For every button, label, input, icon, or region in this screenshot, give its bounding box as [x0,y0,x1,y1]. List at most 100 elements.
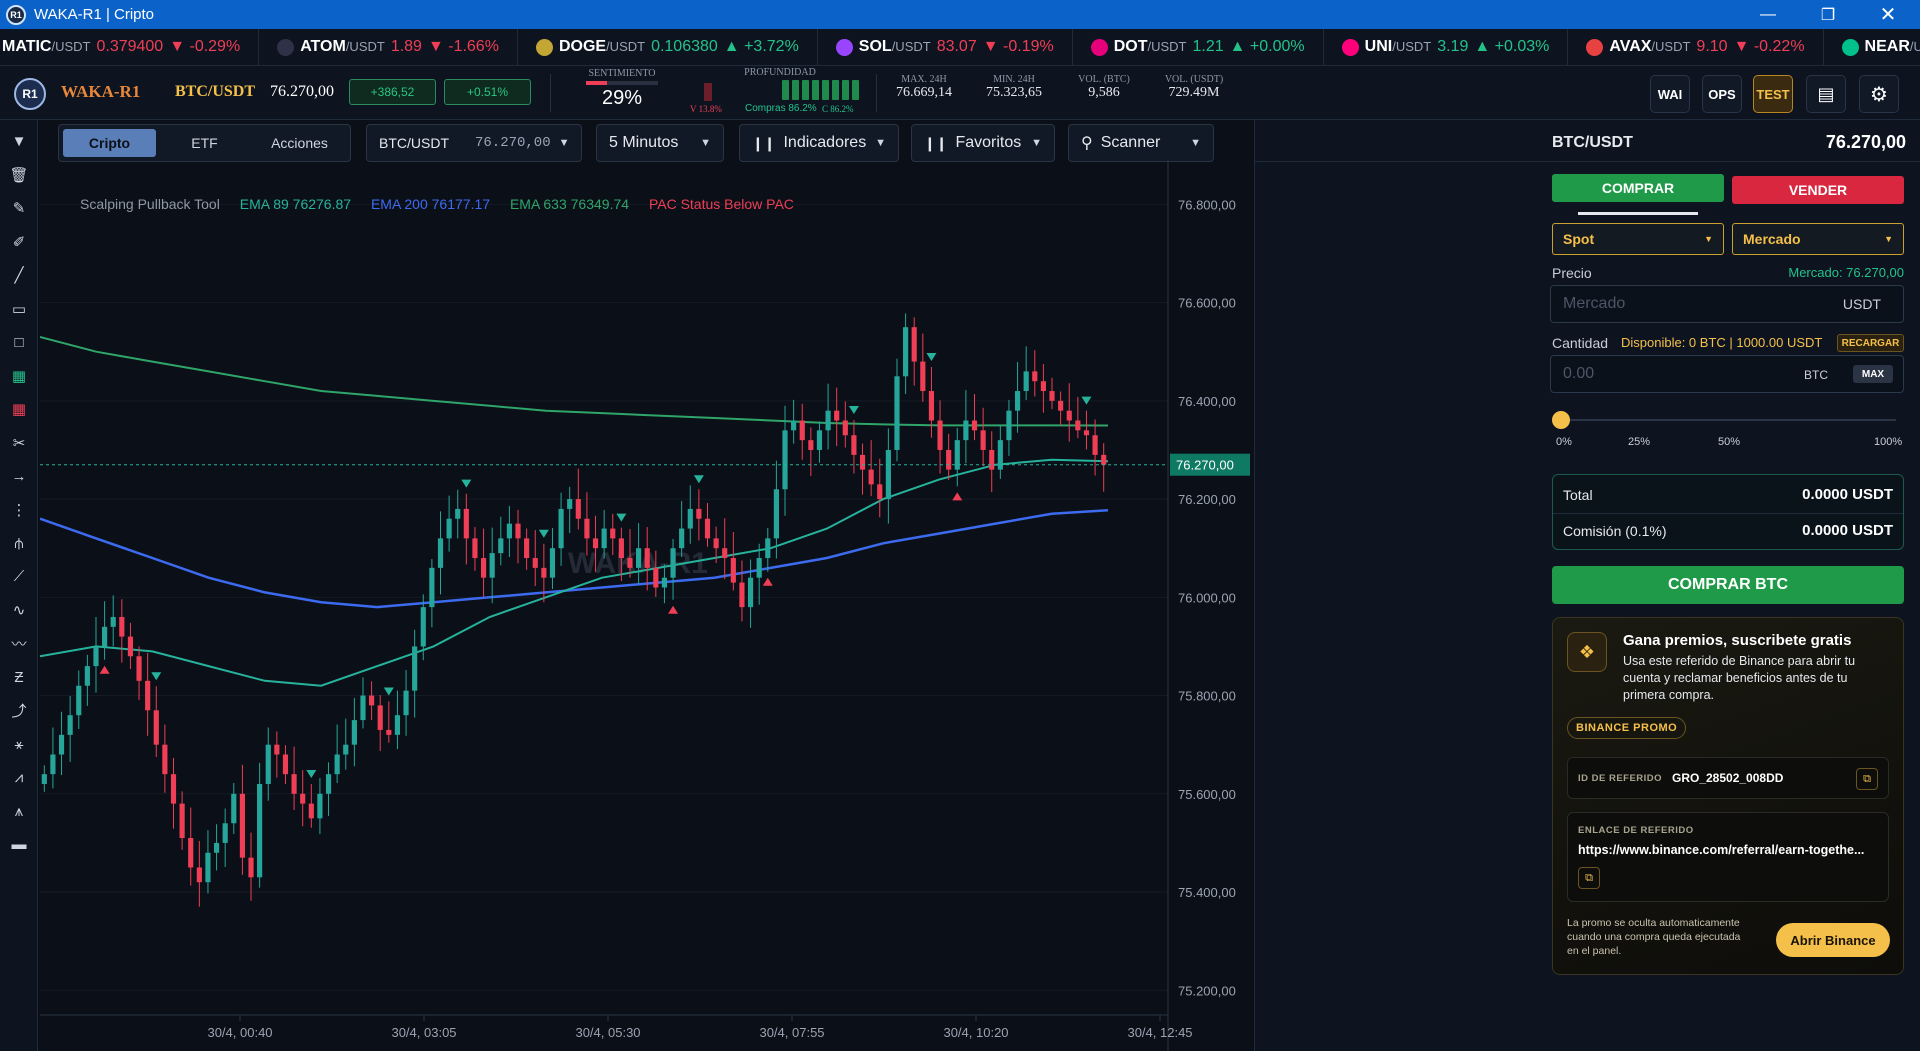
ticker-item[interactable]: AVAX/USDT 9.10 ▼ -0.22% [1568,29,1824,65]
favorites-select[interactable]: ❙❙ Favoritos ▼ [911,124,1055,162]
candle [1040,381,1046,392]
candle [196,867,202,883]
candle [661,577,668,588]
price-input[interactable]: Mercado USDT [1550,285,1904,323]
order-type-select[interactable]: Mercado ▼ [1732,223,1904,255]
quantity-slider-track[interactable] [1560,419,1896,421]
tab-cripto[interactable]: Cripto [63,129,156,157]
legend-tool[interactable]: Scalping Pullback Tool [80,196,220,212]
promo-title: Gana premios, suscribete gratis [1623,632,1852,649]
max-button[interactable]: MAX [1853,365,1893,383]
copy-icon[interactable]: ⧉ [1856,768,1878,790]
order-summary: Total 0.0000 USDT Comisión (0.1%) 0.0000… [1552,474,1904,550]
ticker-item[interactable]: UNI/USDT 3.19 ▲ +0.03% [1324,29,1569,65]
candle [791,420,797,431]
ref-id-label: ID DE REFERIDO [1578,773,1663,784]
market-price-label: Mercado: 76.270,00 [1788,265,1904,280]
candle [136,656,142,681]
mode-select[interactable]: Spot ▼ [1552,223,1724,255]
brush-icon[interactable]: ✐ [12,233,26,251]
candle [472,538,478,559]
legend-pac[interactable]: PAC Status Below PAC [648,196,794,212]
candle [334,754,340,775]
slider-mark-25[interactable]: 25% [1628,436,1651,448]
ticker-item[interactable]: NEAR/U [1824,29,1920,65]
ruler-icon[interactable]: ▭ [11,300,27,318]
slider-mark-0[interactable]: 0% [1556,436,1572,448]
sell-signal-marker [848,406,859,415]
elliott-icon[interactable]: ⩘ [14,769,24,786]
header-pair[interactable]: BTC/USDT [175,83,256,100]
buy-tab[interactable]: COMPRAR [1552,174,1724,202]
measure-icon[interactable]: ▬ [11,836,27,853]
candle [1083,430,1090,436]
copy-icon[interactable]: ⧉ [1578,867,1600,889]
ticker-item[interactable]: ATOM/USDT 1.89 ▼ -1.66% [259,29,518,65]
ray-icon[interactable]: ⟋ [13,568,25,585]
legend-ema200[interactable]: EMA 200 76177.17 [370,196,491,212]
fib-icon[interactable]: ⋮ [11,501,27,519]
promo-tag: BINANCE PROMO [1567,717,1687,739]
short-position-icon[interactable]: ▦ [11,401,27,418]
legend-ema633[interactable]: EMA 633 76349.74 [509,196,630,212]
ref-link-value[interactable]: https://www.binance.com/referral/earn-to… [1578,843,1865,857]
open-binance-button[interactable]: Abrir Binance [1776,923,1890,957]
path-icon[interactable]: ∿ [12,602,26,619]
zigzag-icon[interactable]: Ƶ [14,668,24,686]
indicators-select[interactable]: ❙❙ Indicadores ▼ [739,124,899,162]
pitchfork-icon[interactable]: ⫛ [14,534,24,552]
projection-icon[interactable]: ⤴ [11,703,27,720]
wai-button[interactable]: WAI [1650,75,1690,113]
candle [84,666,90,686]
interval-select[interactable]: 5 Minutos ▼ [596,124,724,162]
scanner-select[interactable]: ⚲ Scanner ▼ [1068,124,1214,162]
sell-tab[interactable]: VENDER [1732,176,1904,204]
price-chart[interactable]: WAKA-R176.270,0076.800,0076.600,0076.400… [40,160,1252,1051]
wave-icon[interactable]: 〰 [11,636,27,653]
pencil-icon[interactable]: ✎ [12,200,26,217]
available-balance: Disponible: 0 BTC | 1000.00 USDT [1621,335,1823,350]
app-logo-icon: R1 [6,4,26,25]
minimize-icon[interactable]: — [1760,5,1776,23]
ticker-item[interactable]: MATIC/USDT 0.379400 ▼ -0.29% [0,29,260,65]
pattern-icon[interactable]: ⩚ [14,802,24,820]
candle [747,577,754,608]
indicator-legend: Scalping Pullback Tool EMA 89 76276.87 E… [80,196,810,212]
chevron-down-icon: ▼ [558,137,570,149]
candle [773,489,779,539]
candle [351,720,357,745]
ticker-item[interactable]: DOT/USDT 1.21 ▲ +0.00% [1073,29,1324,65]
symbol-select[interactable]: BTC/USDT 76.270,00 ▼ [366,124,582,162]
long-position-icon[interactable]: ▦ [11,367,27,385]
ticker-item[interactable]: SOL/USDT 83.07 ▼ -0.19% [818,29,1073,65]
sell-signal-marker [926,352,937,361]
quantity-slider-handle[interactable] [1552,411,1570,429]
slider-mark-100[interactable]: 100% [1874,436,1903,448]
slider-mark-50[interactable]: 50% [1718,436,1741,448]
tab-acciones[interactable]: Acciones [271,135,328,151]
candle [76,685,82,716]
candle [127,636,134,657]
layout-icon[interactable]: ▤ [1806,75,1846,113]
close-icon[interactable]: ✕ [1879,4,1897,26]
ops-button[interactable]: OPS [1702,75,1742,113]
gann-icon[interactable]: ⚹ [14,735,24,753]
chevron-down-icon[interactable]: ▼ [11,132,27,150]
candle [412,646,418,691]
quantity-input[interactable]: 0.00 BTC MAX [1550,355,1904,393]
arrow-icon[interactable]: → [11,467,27,485]
submit-buy-button[interactable]: COMPRAR BTC [1552,566,1904,604]
test-button[interactable]: TEST [1753,75,1793,113]
restore-icon[interactable]: ❐ [1820,6,1836,24]
settings-gear-icon[interactable]: ⚙ [1859,75,1899,113]
eraser-icon[interactable]: ✂ [12,434,26,452]
rectangle-icon[interactable]: □ [14,333,24,351]
ticker-item[interactable]: DOGE/USDT 0.106380 ▲ +3.72% [518,29,818,65]
tab-etf[interactable]: ETF [191,135,218,151]
legend-ema89[interactable]: EMA 89 76276.87 [239,196,352,212]
bar-chart-icon: ❙❙ [752,134,776,151]
recharge-button[interactable]: RECARGAR [1837,334,1904,352]
trend-line-icon[interactable]: ╱ [14,267,24,284]
trash-icon[interactable]: 🗑 [9,166,29,184]
ema633-line [40,336,1109,427]
